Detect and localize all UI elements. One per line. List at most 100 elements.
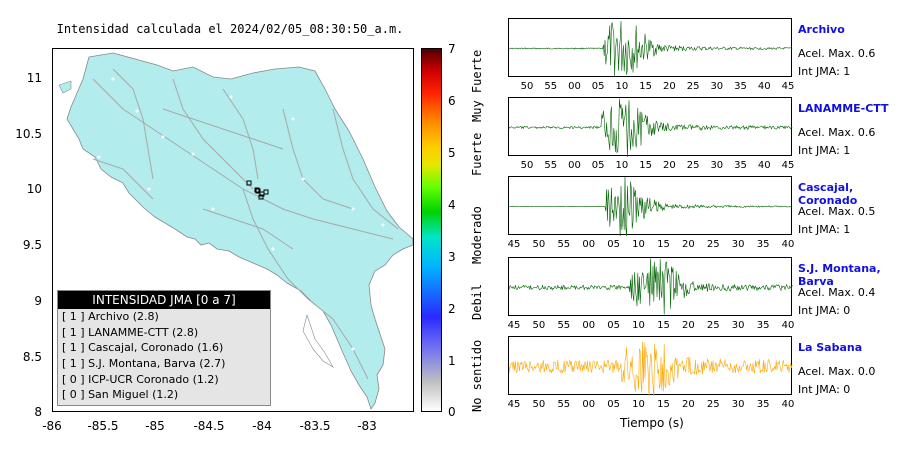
waveform-trace: [509, 341, 793, 396]
x-tick: -86: [42, 419, 62, 433]
waveform-tick: 45: [781, 81, 795, 92]
colorbar-label: Fuerte: [470, 132, 484, 176]
colorbar-tick: 0: [448, 405, 456, 419]
colorbar-tick: 5: [448, 146, 456, 160]
osa-peninsula: [302, 313, 334, 368]
station-name: S.J. Montana, Barva: [798, 262, 881, 288]
colorbar-tick: 6: [448, 94, 456, 108]
waveform-tick: 35: [734, 160, 747, 171]
map-title: Intensidad calculada el 2024/02/05_08:30…: [56, 22, 404, 36]
waveform-tick: 50: [520, 81, 534, 92]
waveform-panel[interactable]: [508, 336, 793, 396]
x-tick: -85.5: [87, 419, 119, 433]
waveform-tick: 25: [706, 239, 720, 250]
station-intensity: Int JMA: 1: [798, 65, 851, 78]
waveform-tick: 20: [681, 399, 695, 410]
waveform-tick: 10: [632, 239, 645, 250]
waveform-tick: 35: [734, 81, 747, 92]
legend-row: [ 1 ] Archivo (2.8): [62, 310, 159, 323]
waveform-tick: 55: [557, 239, 571, 250]
station-max-accel: Acel. Max. 0.4: [798, 286, 876, 299]
town-markers: [97, 77, 385, 351]
station-name: LANAMME-CTT: [798, 102, 889, 115]
waveform-tick: 35: [756, 320, 770, 331]
station-max-accel: Acel. Max. 0.6: [798, 47, 876, 60]
waveform-tick: 50: [520, 160, 534, 171]
waveform-tick: 45: [507, 239, 521, 250]
waveform-tick: 40: [781, 239, 795, 250]
y-tick: 9: [34, 294, 42, 308]
waveform-tick: 35: [756, 239, 770, 250]
waveform-tick: 30: [731, 239, 745, 250]
waveform-tick: 55: [557, 399, 571, 410]
waveform-tick: 35: [756, 399, 770, 410]
waveform-line: [509, 341, 793, 396]
station-max-accel: Acel. Max. 0.5: [798, 205, 876, 218]
waveform-trace: [509, 21, 793, 76]
station-markers: [246, 180, 269, 200]
waveform-tick: 40: [757, 81, 771, 92]
waveform-tick: 00: [582, 239, 596, 250]
waveform-panel[interactable]: [508, 97, 793, 157]
waveform-tick: 30: [731, 320, 745, 331]
colorbar-tick: 2: [448, 302, 456, 316]
y-tick: 10: [26, 182, 42, 196]
x-tick: -83: [357, 419, 377, 433]
waveform-tick: 55: [544, 81, 558, 92]
waveform-tick: 45: [781, 160, 795, 171]
station-name: Archivo: [798, 23, 845, 36]
y-tick: 9.5: [22, 238, 42, 252]
y-tick: 8.5: [22, 350, 42, 364]
costa-rica-map: [58, 52, 413, 410]
intensity-colorbar: [421, 48, 442, 412]
waveform-tick: 10: [632, 399, 645, 410]
waveform-line: [509, 98, 793, 157]
waveform-tick: 05: [591, 81, 605, 92]
colorbar-tick: 3: [448, 250, 456, 264]
waveform-trace: [509, 258, 793, 315]
x-tick: -84: [252, 419, 272, 433]
colorbar-tick: 4: [448, 198, 456, 212]
waveform-tick: 15: [657, 399, 670, 410]
waveform-tick: 00: [582, 320, 596, 331]
waveform-tick: 30: [710, 160, 724, 171]
waveform-panel[interactable]: [508, 18, 793, 77]
waveform-tick: 40: [757, 160, 771, 171]
waveform-tick: 25: [706, 399, 720, 410]
legend-title: INTENSIDAD JMA [0 a 7]: [58, 291, 270, 309]
waveform-tick: 20: [662, 81, 676, 92]
waveform-tick: 05: [591, 160, 605, 171]
waveform-tick: 40: [781, 399, 795, 410]
waveform-tick: 10: [632, 320, 645, 331]
y-tick: 8: [34, 405, 42, 419]
colorbar-tick: 7: [448, 42, 456, 56]
legend-row: [ 1 ] LANAMME-CTT (2.8): [62, 325, 199, 339]
nicoya-tip: [58, 80, 72, 94]
waveform-tick: 15: [639, 160, 652, 171]
station-name: Cascajal, Coronado: [798, 181, 858, 207]
waveform-tick: 55: [544, 160, 558, 171]
waveform-tick: 05: [607, 239, 620, 250]
legend-row: [ 0 ] ICP-UCR Coronado (1.2): [62, 372, 219, 386]
waveform-tick: 45: [507, 399, 521, 410]
waveform-tick: 50: [532, 399, 546, 410]
waveform-tick: 10: [615, 81, 629, 92]
waveform-panel[interactable]: [508, 176, 793, 236]
waveform-tick: 15: [657, 320, 670, 331]
legend-row: [ 1 ] Cascajal, Coronado (1.6): [62, 341, 224, 355]
intensity-legend: INTENSIDAD JMA [0 a 7] [ 1 ] Archivo (2.…: [57, 290, 271, 406]
waveform-tick: 50: [532, 239, 546, 250]
waveform-tick: 15: [657, 239, 670, 250]
station-intensity: Int JMA: 1: [798, 144, 851, 157]
x-axis-label: Tiempo (s): [620, 416, 684, 430]
station-max-accel: Acel. Max. 0.6: [798, 126, 876, 139]
waveform-tick: 40: [781, 320, 795, 331]
colorbar-label: Debil: [470, 283, 484, 320]
costa-rica-land: [66, 52, 413, 410]
station-max-accel: Acel. Max. 0.0: [798, 365, 876, 378]
legend-row: [ 1 ] S.J. Montana, Barva (2.7): [62, 357, 226, 371]
legend-row: [ 0 ] San Miguel (1.2): [62, 388, 179, 402]
y-tick: 11: [26, 71, 42, 85]
waveform-tick: 30: [710, 81, 724, 92]
waveform-panel[interactable]: [508, 257, 793, 316]
